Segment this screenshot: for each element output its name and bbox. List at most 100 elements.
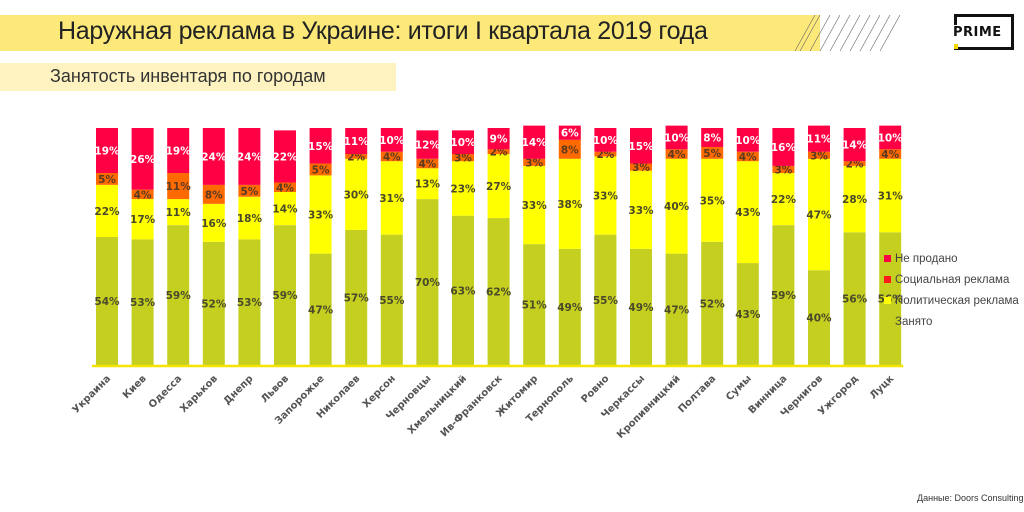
data-label-social: 4% [418,159,436,171]
legend-swatch-unsold [884,255,891,262]
data-label-social: 4% [383,151,401,163]
bar-segment-political [772,173,795,226]
bar-segment-unsold [202,128,225,185]
data-label-occupied: 52% [700,298,726,310]
legend-swatch-social [884,276,891,283]
bar-segment-political [380,161,403,235]
x-tick-label: Полтава [676,373,718,415]
bar-segment-occupied [736,263,759,365]
x-tick-label: Львов [259,373,291,405]
x-tick-label: Днепр [222,373,256,407]
data-label-unsold: 6% [561,128,579,140]
data-label-unsold: 24% [201,151,227,163]
data-label-unsold: 10% [450,137,476,149]
bar-segment-political [238,196,261,240]
data-label-unsold: 11% [344,136,370,148]
bar-segment-unsold [558,125,581,140]
bar-segment-social [523,158,546,166]
bar-segment-social [452,154,474,162]
bar-segment-political [96,184,118,238]
legend-swatch-political [884,297,891,304]
bar-segment-occupied [452,215,474,365]
bar-segment-unsold [665,125,688,150]
bar-segment-unsold [808,125,830,152]
legend-item-occupied: Занято [884,311,1019,332]
bar-segment-social [808,151,830,159]
data-label-occupied: 57% [344,292,370,304]
bar-segment-occupied [345,229,368,365]
bar-segment-political [594,156,617,235]
bar-segment-occupied [238,239,261,365]
data-label-unsold: 14% [842,140,868,152]
data-label-occupied: 55% [593,295,619,307]
data-label-political: 38% [557,199,583,211]
data-label-occupied: 53% [237,297,263,309]
bar-segment-social [772,165,795,174]
bar-segment-unsold [416,130,439,159]
data-label-political: 17% [130,214,156,226]
data-label-unsold: 8% [703,132,721,144]
x-tick-label: Одесса [147,373,184,410]
data-label-unsold: 22% [272,151,298,163]
logo-text: PRIME [952,25,1003,40]
data-label-unsold: 26% [130,154,156,166]
data-label-political: 35% [700,195,726,207]
data-label-social: 8% [561,144,579,156]
data-label-unsold: 10% [593,135,619,147]
data-label-social: 5% [98,174,116,186]
data-label-occupied: 55% [379,295,405,307]
data-label-occupied: 52% [201,298,227,310]
bar-segment-social [274,182,296,192]
data-label-political: 31% [878,191,904,203]
bar-segment-political [558,158,581,249]
data-label-occupied: 70% [415,277,441,289]
bar-segment-occupied [665,253,688,365]
bar-segment-political [167,199,190,226]
title-hatch-decoration [794,15,901,51]
bar-segment-social [487,149,510,155]
x-tick-label: Киев [121,373,149,401]
logo-dot [954,44,958,49]
data-label-occupied: 47% [664,304,690,316]
data-label-unsold: 12% [415,140,441,152]
data-label-social: 11% [166,181,192,193]
bar-segment-social [879,149,902,159]
bar-segment-unsold [309,128,332,164]
bar-segment-unsold [380,128,403,152]
bar-segment-political [131,199,154,240]
data-label-occupied: 63% [450,285,476,297]
bar-segment-unsold [238,128,261,185]
bar-segment-political [843,165,866,233]
data-label-social: 3% [525,157,543,169]
bar-segment-political [665,158,688,254]
bar-segment-occupied [380,234,403,365]
bar-segment-occupied [594,234,617,365]
logo-frame [954,14,1014,50]
legend-item-social: Социальная реклама [884,269,1019,290]
data-label-occupied: 53% [130,297,156,309]
data-label-political: 23% [450,183,476,195]
bar-segment-occupied [167,225,190,365]
bar-segment-social [131,189,154,200]
bar-segment-occupied [630,248,652,365]
data-label-unsold: 15% [308,141,334,153]
data-label-occupied: 56% [842,294,868,306]
data-label-social: 3% [774,164,792,176]
bar-segment-social [238,184,261,197]
data-label-unsold: 11% [806,134,832,146]
data-label-unsold: 19% [166,146,192,158]
bar-segment-political [808,158,830,271]
data-label-unsold: 10% [379,135,405,147]
bar-segment-social [701,146,724,159]
data-label-political: 43% [735,207,761,219]
chart-legend: Не продано Социальная реклама Политическ… [884,248,1019,332]
data-label-political: 28% [842,194,868,206]
bar-segment-social [167,173,190,200]
data-label-unsold: 10% [735,135,761,147]
bar-segment-occupied [487,218,510,365]
data-label-occupied: 51% [522,300,548,312]
bar-segment-unsold [345,128,368,155]
data-label-occupied: 59% [272,290,298,302]
x-tick-label: Ив-Франковск [439,373,505,439]
